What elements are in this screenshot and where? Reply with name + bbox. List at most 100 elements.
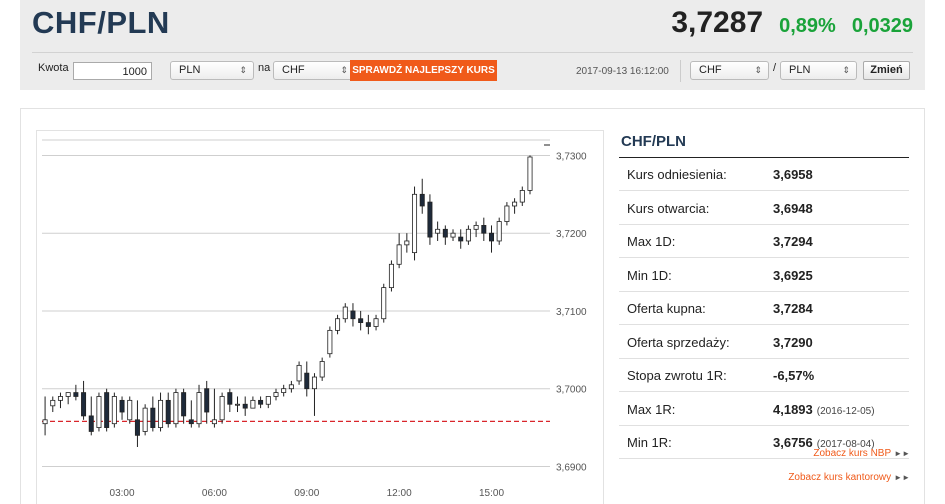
candle-up — [327, 329, 333, 355]
candle-up — [273, 392, 279, 397]
double-arrow-icon: ►► — [894, 449, 910, 458]
stats-row: Oferta kupna: 3,7284 — [619, 292, 909, 325]
candle-up — [496, 221, 502, 242]
exchange-office-rate-link[interactable]: Zobacz kurs kantorowy ►► — [788, 472, 910, 483]
amount-label: Kwota — [38, 62, 69, 74]
candle-up — [373, 318, 379, 327]
candle-down — [104, 392, 110, 428]
stats-label: Kurs odniesienia: — [627, 167, 727, 182]
candle-up — [288, 384, 294, 390]
candle-up — [281, 388, 287, 393]
candle-down — [242, 403, 248, 409]
chart-frame — [36, 130, 604, 504]
candle-up — [142, 407, 148, 432]
stats-label: Min 1D: — [627, 267, 672, 283]
x-tick-label: 15:00 — [479, 488, 504, 499]
exchange-office-link-text: Zobacz kurs kantorowy — [788, 472, 892, 483]
main-panel — [20, 108, 925, 504]
stats-label: Kurs otwarcia: — [627, 200, 710, 216]
candle-down — [150, 407, 156, 428]
candle-up — [42, 419, 48, 425]
candle-up — [57, 396, 63, 401]
candle-down — [88, 415, 94, 432]
stats-value: 3,7290 — [773, 335, 813, 350]
stats-value: 4,1893 (2016-12-05) — [773, 402, 875, 417]
y-tick-label: 3,7200 — [556, 229, 587, 240]
x-tick-label: 12:00 — [387, 488, 412, 499]
nbp-rate-link[interactable]: Zobacz kurs NBP ►► — [813, 448, 910, 459]
best-rate-button[interactable]: SPRAWDŹ NAJLEPSZY KURS — [350, 60, 497, 81]
base-currency-select[interactable]: CHF ⇕ — [690, 61, 769, 80]
candle-down — [442, 228, 448, 238]
quote-currency-select[interactable]: PLN ⇕ — [780, 61, 857, 80]
stats-label: Max 1D: — [627, 234, 676, 249]
candle-up — [519, 190, 525, 203]
stats-row: Oferta sprzedaży: 3,7290 — [619, 326, 909, 359]
candle-up — [296, 364, 302, 382]
stats-value: 3,6756 (2017-08-04) — [773, 435, 875, 450]
from-currency-select[interactable]: PLN ⇕ — [170, 61, 254, 80]
candle-down — [204, 388, 210, 413]
candle-down — [458, 236, 464, 242]
x-tick-label: 06:00 — [202, 488, 227, 499]
candle-up — [96, 396, 102, 428]
y-tick-label: 3,7300 — [556, 151, 587, 162]
change-percent: 0,89% — [779, 15, 836, 37]
candle-down — [350, 310, 356, 320]
stats-value-number: 3,6925 — [773, 267, 813, 283]
updown-arrow-icon: ⇕ — [754, 65, 762, 75]
stats-value-number: 3,6756 — [773, 435, 813, 450]
x-tick-label: 09:00 — [294, 488, 319, 499]
stats-value-number: -6,57% — [773, 368, 815, 383]
stats-row: Min 1D: 3,6925 — [619, 259, 909, 292]
y-tick-label: 3,7100 — [556, 307, 587, 318]
candle-up — [412, 193, 418, 254]
y-tick-label: 3,6900 — [556, 462, 587, 473]
candle-up — [465, 228, 471, 242]
candle-up — [211, 419, 217, 425]
candle-down — [365, 322, 371, 327]
timestamp: 2017-09-13 16:12:00 — [576, 66, 669, 77]
updown-arrow-icon: ⇕ — [340, 65, 348, 75]
stats-row: Kurs odniesienia: 3,6958 — [619, 158, 909, 191]
candle-down — [304, 372, 310, 390]
stats-date: (2016-12-05) — [816, 405, 875, 417]
price-chart: 3,6900 3,7000 3,7100 3,7200 3,7300 03:00 06:00… — [42, 139, 587, 499]
candle-up — [473, 225, 479, 230]
base-currency-value: CHF — [699, 64, 722, 76]
from-currency-value: PLN — [179, 64, 201, 76]
amount-input[interactable]: 1000 — [73, 62, 152, 80]
to-currency-select[interactable]: CHF ⇕ — [273, 61, 355, 80]
stats-row: Max 1R: 4,1893 (2016-12-05) — [619, 393, 909, 426]
stats-value-number: 3,7294 — [773, 234, 813, 249]
candle-up — [381, 287, 387, 320]
candle-up — [250, 399, 256, 409]
candle-up — [219, 396, 225, 421]
candle-down — [489, 232, 495, 242]
stats-value-number: 3,6948 — [773, 200, 813, 216]
stats-date: (2017-08-04) — [816, 439, 875, 450]
change-button[interactable]: Zmień — [863, 61, 910, 80]
candle-up — [265, 396, 271, 405]
candle-up — [311, 376, 317, 390]
updown-arrow-icon: ⇕ — [842, 65, 850, 75]
current-rate: 3,7287 — [671, 6, 764, 39]
stats-value-number: 3,6958 — [773, 167, 813, 182]
na-label: na — [258, 62, 271, 74]
change-absolute: 0,0329 — [851, 15, 913, 37]
to-currency-value: CHF — [282, 64, 305, 76]
stats-row: Min 1R: 3,6756 (2017-08-04) — [619, 426, 909, 459]
stats-label: Oferta sprzedaży: — [627, 334, 730, 350]
candle-up — [435, 228, 441, 234]
candle-up — [111, 396, 117, 425]
candle-down — [481, 225, 487, 234]
candle-up — [342, 306, 348, 320]
candle-up — [158, 399, 164, 428]
stats-row: Kurs otwarcia: 3,6948 — [619, 192, 909, 225]
stats-value: 3,6925 — [773, 268, 813, 283]
stats-value-number: 3,7284 — [773, 301, 813, 316]
stats-value-number: 4,1893 — [773, 401, 813, 417]
stats-value: -6,57% — [773, 368, 814, 383]
stats-title-underline — [619, 157, 909, 158]
x-tick-label: 03:00 — [110, 488, 135, 499]
